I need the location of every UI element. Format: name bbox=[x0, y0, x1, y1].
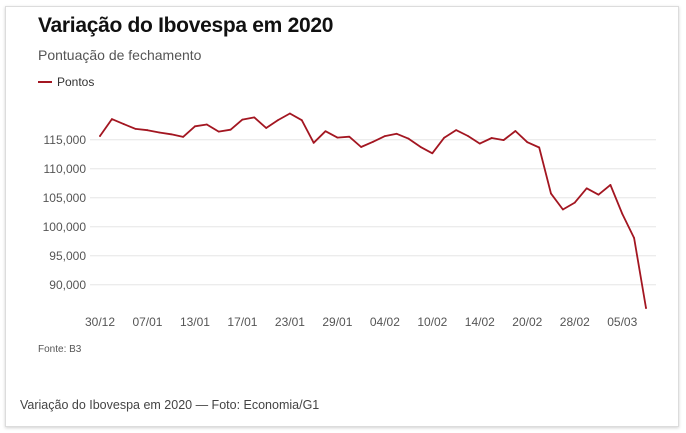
x-tick-label: 05/03 bbox=[607, 315, 637, 329]
y-tick-label: 115,000 bbox=[44, 133, 87, 147]
chart-subtitle: Pontuação de fechamento bbox=[38, 47, 202, 63]
data-point bbox=[229, 128, 232, 131]
data-point bbox=[478, 142, 481, 145]
data-point bbox=[383, 135, 386, 137]
y-tick-label: 110,000 bbox=[44, 162, 87, 176]
x-tick-label: 30/12 bbox=[85, 315, 115, 329]
data-point bbox=[609, 184, 612, 186]
data-point bbox=[419, 145, 422, 148]
data-point bbox=[514, 130, 517, 132]
data-point bbox=[372, 140, 374, 143]
x-tick-label: 14/02 bbox=[465, 315, 495, 329]
data-point bbox=[182, 136, 184, 138]
data-point bbox=[122, 123, 125, 125]
legend-label: Pontos bbox=[57, 75, 95, 89]
data-point bbox=[277, 119, 279, 122]
data-point bbox=[633, 237, 636, 239]
data-point bbox=[395, 132, 398, 135]
x-tick-label: 28/02 bbox=[560, 315, 590, 329]
data-point bbox=[289, 112, 291, 115]
y-tick-label: 90,000 bbox=[49, 278, 86, 292]
data-point bbox=[170, 133, 173, 136]
data-point bbox=[538, 146, 541, 149]
chart-legend: Pontos bbox=[38, 75, 94, 89]
x-tick-label: 20/02 bbox=[512, 315, 542, 329]
data-point bbox=[253, 116, 256, 119]
data-point bbox=[526, 141, 529, 144]
source-note: Fonte: B3 bbox=[38, 344, 82, 355]
data-point bbox=[490, 137, 493, 139]
chart-card bbox=[5, 6, 679, 427]
data-point bbox=[597, 193, 600, 196]
data-point bbox=[99, 135, 101, 137]
x-tick-label: 29/01 bbox=[322, 315, 352, 329]
data-point bbox=[134, 127, 137, 130]
y-tick-label: 105,000 bbox=[43, 191, 87, 205]
data-point bbox=[110, 118, 113, 120]
data-point bbox=[217, 130, 220, 133]
data-point bbox=[360, 146, 363, 148]
data-point bbox=[146, 129, 149, 132]
data-point bbox=[312, 141, 315, 144]
data-point bbox=[573, 201, 576, 204]
y-tick-label: 100,000 bbox=[43, 220, 87, 234]
data-point bbox=[336, 136, 339, 139]
chart-title: Variação do Ibovespa em 2020 bbox=[38, 14, 334, 37]
data-point bbox=[621, 212, 624, 215]
image-caption: Variação do Ibovespa em 2020 — Foto: Eco… bbox=[20, 398, 320, 412]
data-point bbox=[324, 130, 327, 133]
data-point bbox=[194, 125, 196, 128]
data-point bbox=[158, 131, 161, 134]
data-point bbox=[467, 135, 469, 137]
y-tick-label: 95,000 bbox=[49, 249, 86, 263]
data-point bbox=[645, 307, 647, 309]
data-point bbox=[300, 119, 303, 122]
x-tick-label: 10/02 bbox=[417, 315, 447, 329]
x-tick-label: 04/02 bbox=[370, 315, 400, 329]
data-point bbox=[205, 123, 208, 126]
x-tick-label: 07/01 bbox=[132, 315, 162, 329]
legend-swatch bbox=[38, 81, 52, 83]
data-point bbox=[455, 129, 457, 132]
x-tick-label: 13/01 bbox=[180, 315, 210, 329]
data-point bbox=[585, 187, 588, 190]
x-tick-label: 23/01 bbox=[275, 315, 305, 329]
data-point bbox=[502, 139, 505, 142]
data-point bbox=[241, 118, 244, 121]
data-point bbox=[407, 137, 410, 140]
data-point bbox=[265, 127, 268, 129]
data-point bbox=[348, 135, 351, 138]
data-point bbox=[562, 208, 564, 211]
data-point bbox=[431, 152, 434, 155]
data-point bbox=[550, 192, 552, 195]
x-tick-label: 17/01 bbox=[227, 315, 257, 329]
data-point bbox=[443, 136, 446, 139]
